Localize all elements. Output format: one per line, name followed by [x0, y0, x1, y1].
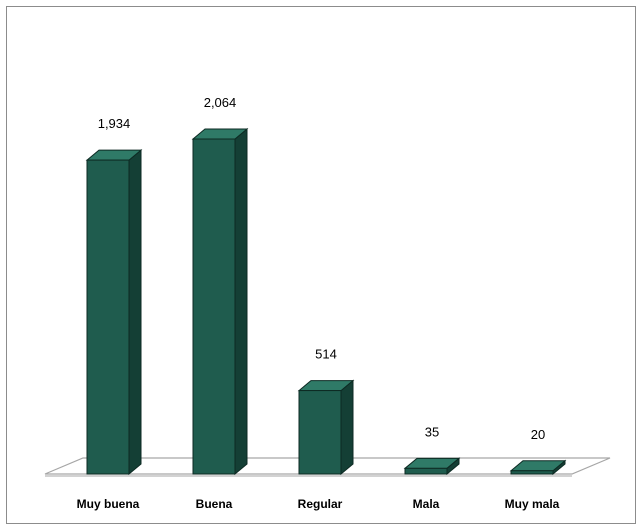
- category-label: Buena: [196, 497, 233, 511]
- bar-front: [510, 470, 554, 475]
- category-label: Muy buena: [77, 497, 140, 511]
- category-label: Mala: [413, 497, 440, 511]
- bar-side: [234, 127, 248, 476]
- category-label: Muy mala: [505, 497, 560, 511]
- bar-front: [298, 390, 342, 475]
- value-label: 514: [315, 347, 337, 362]
- value-label: 20: [531, 427, 545, 442]
- value-label: 1,934: [98, 116, 131, 131]
- bar-regular: [297, 379, 355, 476]
- bars: [85, 127, 567, 476]
- bar-muy-buena: [85, 149, 143, 476]
- bar-muy-mala: [509, 459, 567, 476]
- bar-side: [128, 149, 142, 476]
- bar-side: [340, 379, 354, 476]
- value-label: 35: [425, 424, 439, 439]
- category-label: Regular: [298, 497, 343, 511]
- value-labels: 1,934 2,064 514 35 20: [98, 95, 546, 442]
- value-label: 2,064: [204, 95, 237, 110]
- category-labels: Muy buena Buena Regular Mala Muy mala: [77, 497, 560, 511]
- bar-buena: [191, 127, 249, 476]
- bar-front: [192, 138, 236, 475]
- bar-mala: [403, 457, 461, 476]
- bar-front: [404, 467, 448, 475]
- bar-front: [86, 159, 130, 475]
